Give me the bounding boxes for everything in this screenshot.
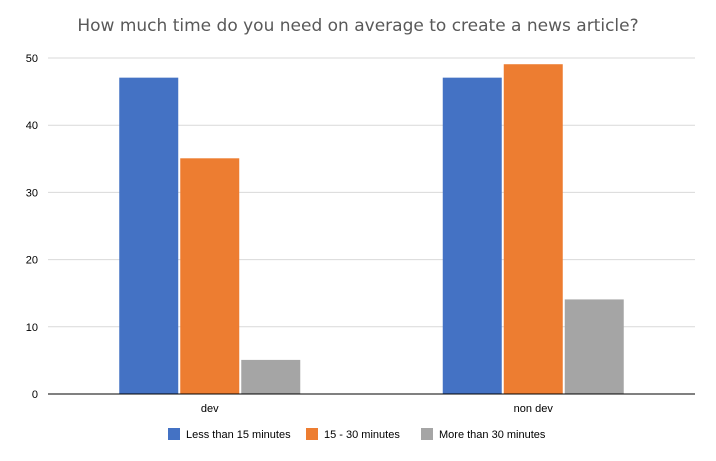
bar-dev-series-1 xyxy=(180,158,240,395)
x-tick-label: dev xyxy=(201,403,219,415)
y-tick-label: 40 xyxy=(26,120,38,132)
y-tick-label: 20 xyxy=(26,255,38,267)
legend-label: Less than 15 minutes xyxy=(186,429,291,441)
x-tick-label: non dev xyxy=(514,403,554,415)
y-tick-label: 0 xyxy=(32,389,38,401)
bar-non-dev-series-0 xyxy=(442,77,502,395)
bar-non-dev-series-2 xyxy=(564,299,624,395)
legend-label: 15 - 30 minutes xyxy=(324,429,400,441)
bar-non-dev-series-1 xyxy=(503,64,563,395)
bar-dev-series-0 xyxy=(119,77,179,395)
legend-label: More than 30 minutes xyxy=(439,429,546,441)
legend-swatch xyxy=(306,428,318,440)
y-tick-label: 50 xyxy=(26,53,38,65)
chart-title: How much time do you need on average to … xyxy=(77,16,639,36)
legend-swatch xyxy=(168,428,180,440)
legend-swatch xyxy=(421,428,433,440)
bar-dev-series-2 xyxy=(241,359,301,395)
y-tick-label: 30 xyxy=(26,187,38,199)
y-tick-label: 10 xyxy=(26,322,38,334)
